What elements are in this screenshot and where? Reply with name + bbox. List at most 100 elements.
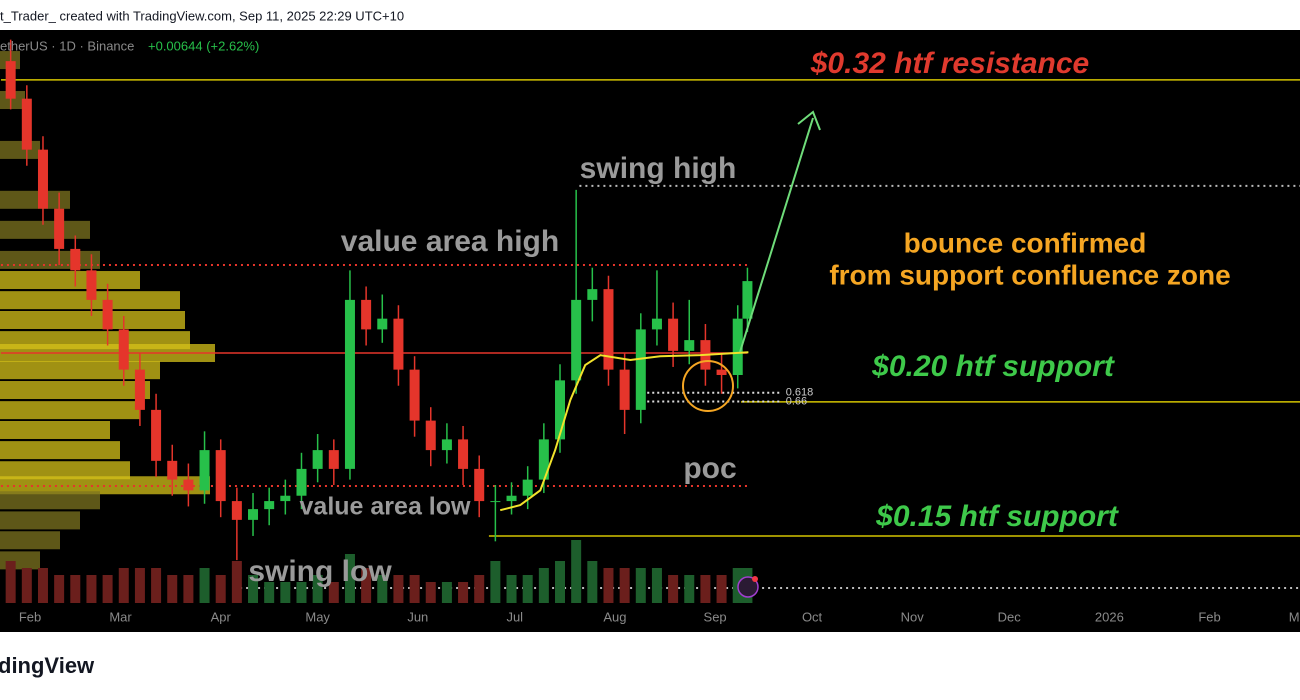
volume-profile-bar <box>0 190 70 209</box>
header-credit: t_Trader_ created with TradingView.com, … <box>0 8 404 23</box>
volume-bar <box>458 582 469 603</box>
volume-bar <box>118 568 129 603</box>
alert-icon[interactable] <box>737 576 759 598</box>
annotation: value area high <box>341 225 559 258</box>
arrow-head <box>797 110 821 131</box>
candle-body <box>312 450 323 469</box>
volume-bar <box>5 561 16 603</box>
candle-body <box>603 289 614 370</box>
volume-bar <box>474 575 485 603</box>
x-tick-label: Mar <box>1289 609 1300 624</box>
candle-body <box>231 501 242 520</box>
x-tick-label: Sep <box>704 609 727 624</box>
candle-body <box>118 329 129 370</box>
candle-body <box>619 369 630 410</box>
annotation: value area low <box>300 493 471 521</box>
volume-bar <box>167 575 178 603</box>
annotation: $0.20 htf support <box>871 350 1116 383</box>
candle-body <box>684 340 695 351</box>
volume-bar <box>312 575 323 603</box>
volume-bar <box>668 575 679 603</box>
x-tick-label: Oct <box>802 609 823 624</box>
annotation: $0.15 htf support <box>875 500 1120 533</box>
volume-bar <box>248 575 259 603</box>
volume-profile-bar <box>0 140 40 159</box>
candle-body <box>151 409 162 461</box>
price-change: +0.00644 (+2.62%) <box>148 38 259 53</box>
volume-profile-bar <box>0 461 130 480</box>
volume-profile-bar <box>0 476 210 495</box>
candle-body <box>215 450 226 502</box>
volume-profile-bar <box>0 271 140 290</box>
chart-layers: Feb Mar Apr May Jun Jul Aug Sep Oct Nov Dec 2026 Feb… <box>0 39 1300 624</box>
footer-logo: dingView <box>0 653 95 678</box>
candle-body <box>409 369 420 421</box>
candle-body <box>361 299 372 330</box>
volume-profile-bar <box>0 311 185 330</box>
candle-body <box>555 380 566 440</box>
volume-bar <box>215 575 226 603</box>
volume-bar <box>425 582 436 603</box>
confluence-circle <box>682 360 734 412</box>
volume-bar <box>264 582 275 603</box>
x-tick-label: 2026 <box>1095 609 1124 624</box>
x-tick-label: Apr <box>211 609 232 624</box>
candle-body <box>280 495 291 502</box>
volume-bar <box>684 575 695 603</box>
volume-bar <box>70 575 81 603</box>
volume-profile-bar <box>0 491 100 510</box>
volume-bar <box>280 582 291 603</box>
volume-bar <box>344 554 355 603</box>
volume-bar <box>328 582 339 603</box>
candle-body <box>377 318 388 330</box>
alert-dot <box>752 576 758 582</box>
candle-body <box>742 281 753 319</box>
volume-profile-bar <box>0 291 180 310</box>
annotation: from support confluence zone <box>829 259 1230 290</box>
volume-bar <box>441 582 452 603</box>
candle-body <box>441 439 452 451</box>
volume-bar <box>377 575 388 603</box>
volume-bar <box>102 575 113 603</box>
x-tick-label: Nov <box>901 609 925 624</box>
candle-body <box>716 369 727 375</box>
x-tick-label: Feb <box>19 609 41 624</box>
candle-body <box>167 460 178 480</box>
annotation: $0.32 htf resistance <box>810 47 1089 80</box>
volume-bar <box>555 561 566 603</box>
x-tick-label: Aug <box>603 609 626 624</box>
candle-body <box>425 420 436 451</box>
candle-body <box>490 501 501 503</box>
x-tick-label: Jul <box>506 609 523 624</box>
volume-profile-bar <box>0 381 150 400</box>
volume-bar <box>37 568 48 603</box>
candle-body <box>635 329 646 410</box>
candle-body <box>296 468 307 496</box>
volume-bar <box>231 561 242 603</box>
volume-bar <box>587 561 598 603</box>
x-tick-label: Dec <box>998 609 1022 624</box>
volume-bar <box>651 568 662 603</box>
volume-bar <box>538 568 549 603</box>
volume-bar <box>21 568 32 603</box>
annotation: poc <box>683 452 736 485</box>
candle-body <box>54 208 65 249</box>
candle-body <box>5 61 16 99</box>
candle-body <box>393 318 404 370</box>
volume-bar <box>700 575 711 603</box>
x-tick-label: Feb <box>1198 609 1220 624</box>
candle-body <box>506 495 517 502</box>
candle-body <box>199 450 210 491</box>
candle-body <box>102 299 113 330</box>
candle-body <box>328 450 339 469</box>
candle-body <box>248 509 259 520</box>
candle-body <box>264 501 275 510</box>
volume-bar <box>635 568 646 603</box>
volume-profile-bar <box>0 511 80 530</box>
volume-bar <box>134 568 145 603</box>
candle-body <box>458 439 469 469</box>
candle-body <box>732 318 743 375</box>
arrow-shaft <box>739 117 814 353</box>
volume-bar <box>522 575 533 603</box>
volume-bar <box>409 575 420 603</box>
